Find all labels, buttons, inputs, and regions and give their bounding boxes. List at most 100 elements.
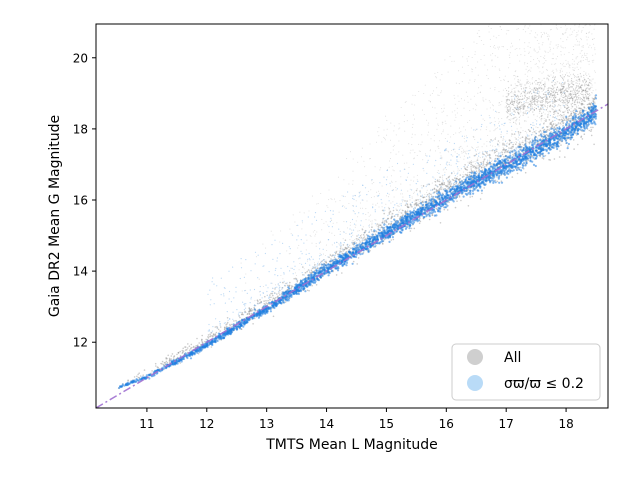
point-all (470, 68, 473, 70)
point-all (528, 134, 530, 136)
point-all (413, 118, 416, 120)
point-all (310, 235, 312, 238)
point-all (479, 157, 481, 159)
point-all (570, 80, 573, 82)
point-all (168, 360, 171, 362)
point-all (550, 93, 552, 95)
point-all (454, 183, 456, 186)
point-all (491, 104, 494, 106)
point-all (576, 90, 578, 92)
point-all (454, 206, 457, 209)
point-all (489, 22, 490, 23)
point-all (399, 127, 401, 129)
point-all (486, 145, 488, 147)
point-all (383, 136, 385, 138)
point-all (514, 137, 516, 139)
point-all (541, 101, 543, 104)
point-all (442, 131, 444, 133)
point-all (509, 147, 512, 149)
point-all (514, 94, 517, 96)
point-all (572, 83, 574, 85)
point-all (517, 108, 520, 110)
point-all (409, 199, 411, 201)
point-all (575, 75, 577, 77)
point-all (567, 61, 569, 63)
point-all (446, 149, 448, 152)
point-all (513, 102, 515, 104)
point-all (500, 28, 502, 31)
point-all (517, 90, 519, 92)
point-all (519, 83, 521, 85)
point-all (579, 61, 581, 63)
point-all (271, 299, 274, 302)
point-all (565, 95, 567, 97)
point-all (383, 212, 386, 215)
point-all (312, 231, 314, 233)
point-all (440, 90, 442, 92)
point-all (549, 101, 551, 103)
point-all (533, 87, 535, 89)
point-all (533, 114, 535, 116)
point-all (352, 180, 354, 182)
point-all (582, 80, 584, 82)
point-all (363, 239, 365, 241)
point-all (561, 92, 563, 94)
point-all (585, 73, 587, 75)
point-all (336, 222, 338, 224)
point-all (587, 93, 589, 96)
point-all (301, 222, 303, 224)
point-all (519, 48, 521, 50)
point-all (508, 147, 510, 149)
point-all (568, 101, 571, 103)
point-all (332, 222, 334, 224)
point-all (449, 56, 451, 58)
point-all (478, 36, 480, 38)
point-all (190, 346, 193, 349)
point-all (545, 22, 546, 23)
point-all (535, 104, 537, 106)
point-all (472, 161, 474, 163)
point-all (540, 96, 542, 98)
point-all (262, 243, 264, 245)
point-all (551, 88, 553, 90)
point-all (513, 104, 515, 107)
point-all (398, 128, 400, 130)
point-all (511, 145, 514, 148)
point-all (573, 60, 575, 62)
point-all (582, 27, 584, 29)
point-all (566, 90, 568, 92)
point-all (532, 76, 534, 79)
point-all (542, 67, 544, 69)
point-all (161, 360, 164, 363)
point-all (486, 140, 488, 143)
point-all (519, 79, 521, 81)
point-all (537, 101, 539, 103)
point-all (578, 44, 580, 46)
point-all (495, 148, 497, 151)
point-all (544, 58, 546, 60)
point-all (455, 132, 457, 134)
point-all (214, 334, 217, 336)
point-all (563, 86, 565, 89)
point-all (572, 110, 574, 112)
point-all (410, 227, 413, 230)
point-all (568, 52, 570, 54)
point-all (556, 28, 558, 30)
point-all (592, 90, 594, 92)
point-all (560, 107, 562, 109)
point-all (585, 72, 587, 74)
point-all (381, 185, 383, 187)
point-all (548, 91, 551, 93)
point-all (530, 99, 532, 101)
point-all (515, 99, 517, 101)
point-all (379, 224, 382, 226)
point-all (492, 53, 494, 55)
point-all (354, 226, 356, 228)
point-all (136, 375, 138, 378)
point-all (539, 48, 541, 50)
point-all (567, 101, 569, 104)
point-all (555, 96, 557, 98)
point-all (319, 252, 321, 254)
point-all (578, 96, 580, 99)
point-all (509, 104, 511, 106)
